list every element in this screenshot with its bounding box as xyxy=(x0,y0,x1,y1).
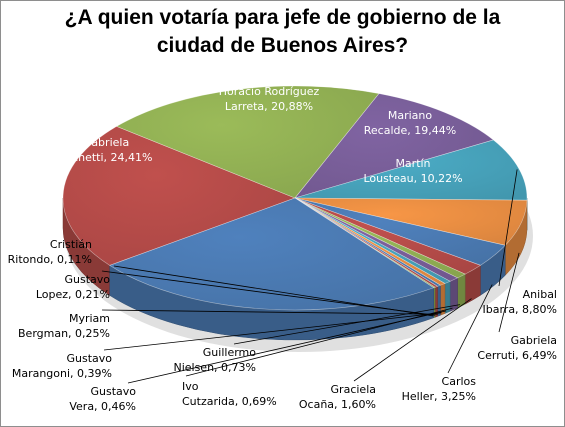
slice-label-2: Mariano Recalde, 19,44% xyxy=(364,109,456,137)
slice-label-3: Martín Lousteau, 10,22% xyxy=(363,157,462,185)
slice-label-12: Myriam Bergman, 0,25% xyxy=(18,312,110,340)
chart-title: ¿A quien votaría para jefe de gobierno d… xyxy=(0,4,565,60)
slice-label-15: Gabriela Michetti, 24,41% xyxy=(60,136,153,164)
leader-line-12 xyxy=(101,309,438,315)
pie-slice-15 xyxy=(109,197,435,311)
pie-slice-4 xyxy=(294,139,528,201)
slice-label-5: Gabriela Cerruti, 6,49% xyxy=(477,334,557,362)
slice-label-10: Gustavo Vera, 0,46% xyxy=(69,385,136,413)
pie-side-8 xyxy=(457,273,466,309)
leader-line-10 xyxy=(127,310,447,384)
slice-label-13: Gustavo Lopez, 0,21% xyxy=(36,273,110,301)
chart-title-line-1: ¿A quien votaría para jefe de gobierno d… xyxy=(64,6,501,29)
slice-label-9: Ivo Cutzarida, 0,69% xyxy=(182,380,277,408)
leader-line-8 xyxy=(233,304,461,345)
leader-line-6 xyxy=(447,284,493,374)
slice-label-6: Carlos Heller, 3,25% xyxy=(402,375,477,403)
pie-slice-1 xyxy=(62,126,296,266)
slice-label-11: Gustavo Marangoni, 0,39% xyxy=(12,352,112,380)
leader-line-14 xyxy=(113,265,434,317)
slice-label-4: Anibal Ibarra, 8,80% xyxy=(483,288,558,316)
slice-label-1: Horacio Rodríguez Larreta, 20,88% xyxy=(219,85,320,113)
chart-title-line-2: ciudad de Buenos Aires? xyxy=(156,34,409,57)
slice-label-7: Graciela Ocaña, 1,60% xyxy=(299,383,376,411)
pie-slice-3 xyxy=(294,93,495,199)
leader-line-4 xyxy=(498,169,518,287)
leader-line-5 xyxy=(498,252,520,333)
leader-line-7 xyxy=(353,298,472,382)
leader-line-11 xyxy=(103,312,442,351)
slice-label-8: Guillermo Nielsen, 0,73% xyxy=(173,346,256,374)
pie-slice-2 xyxy=(115,85,380,199)
slice-label-14: Cristián Ritondo, 0,11% xyxy=(8,238,92,266)
